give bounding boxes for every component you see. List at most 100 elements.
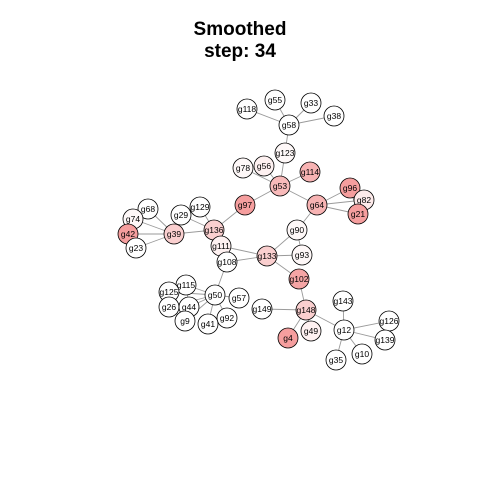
node-label: g35 (329, 355, 343, 365)
node-label: g92 (220, 313, 234, 323)
node-circle (137, 198, 159, 220)
node-circle (300, 92, 322, 114)
node-label: g68 (141, 204, 155, 214)
node-label: g118 (238, 104, 257, 114)
node-circle (339, 177, 361, 199)
node-label: g42 (121, 229, 135, 239)
node-circle (269, 175, 291, 197)
node-label: g143 (334, 296, 353, 306)
node-label: g78 (236, 163, 250, 173)
node-label: g102 (290, 274, 309, 284)
graph-node-4: g4 (277, 327, 299, 349)
node-label: g55 (268, 95, 282, 105)
graph-node-143: g143 (332, 290, 354, 312)
node-circle (174, 310, 196, 332)
graph-node-123: g123 (274, 142, 296, 164)
node-circle (300, 320, 322, 342)
node-circle (288, 268, 310, 290)
graph-node-96: g96 (339, 177, 361, 199)
node-label: g33 (304, 98, 318, 108)
node-label: g29 (174, 210, 188, 220)
node-circle (333, 319, 355, 341)
graph-node-23: g23 (125, 237, 147, 259)
graph-node-10: g10 (351, 343, 373, 365)
node-label: g90 (290, 225, 304, 235)
node-label: g38 (327, 111, 341, 121)
node-label: g44 (182, 302, 196, 312)
node-circle (291, 244, 313, 266)
node-label: g123 (276, 148, 295, 158)
node-circle (278, 114, 300, 136)
graph-node-114: g114 (299, 161, 321, 183)
node-circle (232, 157, 254, 179)
node-label: g148 (297, 305, 316, 315)
graph-node-57: g57 (228, 287, 250, 309)
node-label: g114 (301, 167, 320, 177)
graph-node-115: g115 (175, 274, 197, 296)
node-circle (274, 142, 296, 164)
node-label: g126 (380, 316, 399, 326)
graph-node-21: g21 (347, 203, 369, 225)
graph-node-78: g78 (232, 157, 254, 179)
node-label: g136 (205, 225, 224, 235)
node-label: g23 (129, 243, 143, 253)
node-circle (236, 98, 258, 120)
node-label: g56 (257, 161, 271, 171)
graph-node-9: g9 (174, 310, 196, 332)
node-label: g4 (283, 333, 293, 343)
graph-node-26: g26 (158, 296, 180, 318)
node-label: g49 (304, 326, 318, 336)
node-label: g74 (126, 214, 140, 224)
graph-node-12: g12 (333, 319, 355, 341)
node-circle (306, 194, 328, 216)
node-label: g111 (212, 241, 230, 251)
graph-node-50: g50 (204, 284, 226, 306)
node-label: g9 (180, 316, 190, 326)
node-circle (325, 349, 347, 371)
graph-node-133: g133 (256, 245, 278, 267)
node-label: g129 (191, 202, 210, 212)
graph-node-118: g118 (236, 98, 258, 120)
node-circle (323, 105, 345, 127)
graph-node-93: g93 (291, 244, 313, 266)
graph-node-92: g92 (216, 307, 238, 329)
graph-node-148: g148 (295, 299, 317, 321)
node-label: g12 (337, 325, 351, 335)
node-circle (197, 313, 219, 335)
node-label: g39 (167, 229, 181, 239)
node-label: g57 (232, 293, 246, 303)
graph-node-102: g102 (288, 268, 310, 290)
node-circle (228, 287, 250, 309)
node-label: g97 (238, 200, 252, 210)
graph-node-68: g68 (137, 198, 159, 220)
node-label: g50 (208, 290, 222, 300)
node-label: g82 (357, 195, 371, 205)
node-label: g58 (282, 120, 296, 130)
node-label: g21 (351, 209, 365, 219)
node-label: g26 (162, 302, 176, 312)
graph-node-39: g39 (163, 223, 185, 245)
node-circle (299, 161, 321, 183)
node-label: g115 (177, 280, 196, 290)
node-circle (264, 89, 286, 111)
node-label: g133 (258, 251, 277, 261)
node-circle (256, 245, 278, 267)
node-circle (125, 237, 147, 259)
graph-node-58: g58 (278, 114, 300, 136)
graph-node-64: g64 (306, 194, 328, 216)
graph-node-49: g49 (300, 320, 322, 342)
plot-subtitle: step: 34 (204, 41, 276, 62)
graph-node-108: g108 (216, 251, 238, 273)
graph-node-53: g53 (269, 175, 291, 197)
graph-node-139: g139 (374, 329, 396, 351)
graph-node-38: g38 (323, 105, 345, 127)
node-circle (251, 298, 273, 320)
node-label: g139 (376, 335, 395, 345)
node-circle (351, 343, 373, 365)
node-label: g149 (253, 304, 272, 314)
node-circle (253, 155, 275, 177)
node-label: g10 (355, 349, 369, 359)
node-label: g41 (201, 319, 215, 329)
